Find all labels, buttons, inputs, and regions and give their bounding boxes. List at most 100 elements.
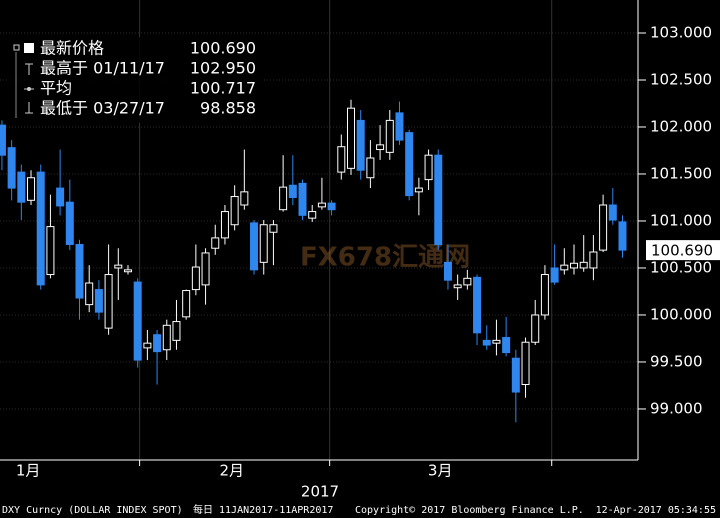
candle-body [191,266,200,291]
candle-body [405,132,414,197]
x-axis-label: 2017 [301,483,339,501]
candle-body [201,252,210,286]
candle-body [482,339,491,346]
candle-body [434,154,443,245]
last-price-label: 100.690 [651,242,713,260]
y-tick-label: 101.000 [650,211,712,229]
candle-body [492,339,501,344]
candle-body [17,171,26,203]
x-tick-label: 1月 [16,462,41,480]
candle-body [153,334,162,353]
candle-body [540,274,549,316]
candle-body [46,226,55,276]
copyright: Copyright© 2017 Bloomberg Finance L.P. [355,505,584,516]
candle-body [7,147,16,189]
candle-body [143,342,152,349]
candle-body [589,251,598,269]
candle-body [114,264,123,269]
y-tick-label: 102.500 [650,70,712,88]
plot: FX678汇通网 [0,0,638,460]
watermark: FX678汇通网 [300,243,470,273]
candle-body [288,184,297,198]
candle-body [599,204,608,251]
candle-body [560,264,569,271]
candle-body [220,211,229,239]
legend-value: 100.690 [190,39,256,58]
candle-body [317,202,326,208]
candle-body [269,224,278,233]
candle-body [172,321,181,341]
x-tick-label: 3月 [428,462,453,480]
candle-body [618,221,627,251]
candle-body [395,112,404,141]
candle-body [279,186,288,211]
candle-body [85,282,94,306]
candle-body [463,277,472,286]
candle-body [75,243,84,299]
candle-body [511,357,520,393]
candle-body [211,237,220,249]
candle-body [570,262,579,269]
legend-label: 最高于 01/11/17 [40,59,165,78]
candle-body [0,124,6,156]
legend-label: 最新价格 [40,39,104,58]
candle-body [259,224,268,263]
candle-body [94,289,103,313]
candle-body [376,144,385,151]
candle-body [123,269,132,273]
candle-body [385,119,394,153]
candle-body [250,222,259,271]
candle-body [356,119,365,171]
candle-body [579,261,588,269]
candle-body [473,276,482,334]
period: 每日 11JAN2017-11APR2017 [193,503,333,516]
y-tick-label: 99.000 [650,399,703,417]
legend-icon [27,87,31,91]
y-tick-label: 103.000 [650,23,712,41]
y-tick-label: 100.000 [650,305,712,323]
last-price-box [646,240,720,261]
candle-body [36,171,45,286]
legend-value: 102.950 [190,59,256,78]
candle-body [366,157,375,179]
candle-body [65,201,74,245]
candle-body [521,341,530,386]
y-tick-label: 102.000 [650,117,712,135]
legend-icon [24,43,34,53]
x-tick-label: 2月 [219,462,244,480]
candle-body [298,182,307,216]
legend-icon [13,44,20,51]
legend-label: 平均 [40,79,72,98]
candle-body [346,107,355,169]
candle-body [608,204,617,221]
candle-body [56,187,65,207]
timestamp: 12-Apr-2017 05:34:55 [596,505,716,516]
candle-body [531,314,540,343]
candle-body [550,267,559,283]
candle-body [443,261,452,281]
candle-body [27,177,36,201]
candle-body [230,196,239,226]
legend [8,37,264,123]
legend-label: 最低于 03/27/17 [40,99,165,118]
candle-body [424,154,433,181]
candle-body [308,211,317,219]
candle-body [240,191,249,206]
candle-body [182,290,191,318]
candle-body [162,324,171,351]
candle-body [502,337,511,354]
y-tick-label: 101.500 [650,164,712,182]
legend-value: 100.717 [190,79,256,98]
y-tick-label: 99.500 [650,352,703,370]
candle-body [104,274,113,329]
legend-value: 98.858 [200,99,256,118]
y-tick-label: 100.500 [650,258,712,276]
candle-body [327,202,336,211]
legend-box [8,37,264,123]
ticker: DXY Curncy (DOLLAR INDEX SPOT) [2,505,183,516]
candle-body [453,284,462,289]
candle-body [414,187,423,193]
candle-body [133,281,142,361]
